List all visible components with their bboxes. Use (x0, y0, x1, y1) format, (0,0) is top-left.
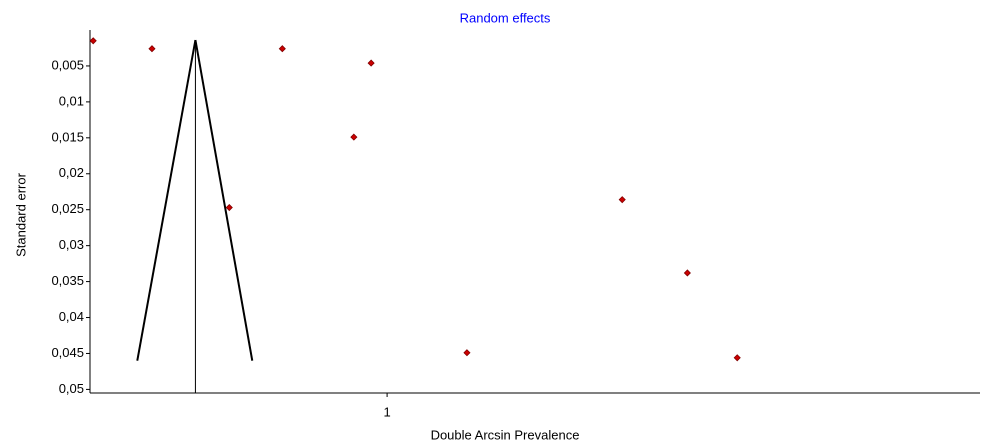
y-tick-label: 0,05 (59, 381, 84, 396)
chart-title: Random effects (460, 10, 551, 25)
study-point (278, 45, 286, 53)
study-point (148, 45, 156, 53)
y-tick-label: 0,025 (51, 201, 84, 216)
study-point (89, 37, 97, 45)
study-point (618, 196, 626, 204)
y-tick-label: 0,04 (59, 309, 84, 324)
funnel-line (136, 39, 197, 361)
y-tick-label: 0,02 (59, 165, 84, 180)
study-point (683, 269, 691, 277)
y-tick-label: 0,03 (59, 237, 84, 252)
study-point (463, 349, 471, 357)
y-tick-label: 0,005 (51, 57, 84, 72)
y-tick-label: 0,035 (51, 273, 84, 288)
study-point (225, 203, 233, 212)
y-tick-label: 0,01 (59, 93, 84, 108)
y-tick-label: 0,015 (51, 129, 84, 144)
study-point (367, 59, 375, 67)
funnel-line (194, 39, 254, 361)
study-point (350, 133, 358, 141)
x-axis-label: Double Arcsin Prevalence (431, 427, 580, 442)
y-tick-label: 0,045 (51, 345, 84, 360)
x-tick-label: 1 (383, 404, 390, 419)
y-axis-label: Standard error (13, 172, 28, 256)
study-point (733, 354, 741, 362)
